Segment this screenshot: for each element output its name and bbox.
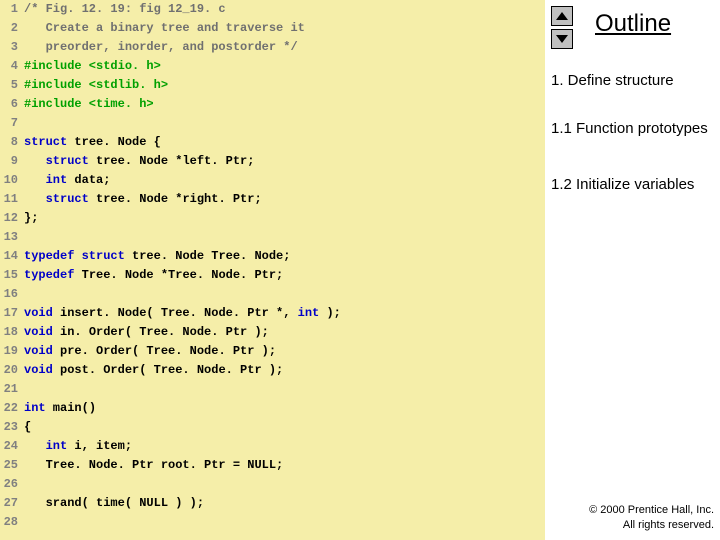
line-number: 13 [0,228,24,247]
copyright-footer: © 2000 Prentice Hall, Inc. All rights re… [589,503,714,532]
code-line: 4#include <stdio. h> [0,57,545,76]
line-number: 11 [0,190,24,209]
line-number: 9 [0,152,24,171]
code-text: srand( time( NULL ) ); [24,494,204,513]
code-text: struct tree. Node { [24,133,161,152]
code-line: 14typedef struct tree. Node Tree. Node; [0,247,545,266]
line-number: 28 [0,513,24,532]
line-number: 8 [0,133,24,152]
outline-item[interactable]: 1.1 Function prototypes [551,120,716,138]
code-text: void in. Order( Tree. Node. Ptr ); [24,323,269,342]
nav-icons [551,6,573,52]
outline-panel: Outline 1. Define structure 1.1 Function … [545,0,720,540]
code-line: 9 struct tree. Node *left. Ptr; [0,152,545,171]
line-number: 22 [0,399,24,418]
footer-line2: All rights reserved. [589,518,714,532]
code-line: 1/* Fig. 12. 19: fig 12_19. c [0,0,545,19]
code-line: 2 Create a binary tree and traverse it [0,19,545,38]
line-number: 6 [0,95,24,114]
chevron-up-icon [555,11,569,21]
code-panel: 1/* Fig. 12. 19: fig 12_19. c2 Create a … [0,0,545,540]
line-number: 14 [0,247,24,266]
code-line: 28 [0,513,545,532]
code-line: 6#include <time. h> [0,95,545,114]
code-text: void pre. Order( Tree. Node. Ptr ); [24,342,276,361]
line-number: 1 [0,0,24,19]
outline-item[interactable]: 1. Define structure [551,72,716,90]
code-text: void insert. Node( Tree. Node. Ptr *, in… [24,304,341,323]
code-line: 10 int data; [0,171,545,190]
line-number: 12 [0,209,24,228]
footer-line1: © 2000 Prentice Hall, Inc. [589,503,714,517]
code-line: 27 srand( time( NULL ) ); [0,494,545,513]
code-line: 7 [0,114,545,133]
line-number: 24 [0,437,24,456]
code-text: void post. Order( Tree. Node. Ptr ); [24,361,283,380]
line-number: 16 [0,285,24,304]
code-text: /* Fig. 12. 19: fig 12_19. c [24,0,226,19]
line-number: 21 [0,380,24,399]
code-text: struct tree. Node *left. Ptr; [24,152,254,171]
code-line: 15typedef Tree. Node *Tree. Node. Ptr; [0,266,545,285]
code-line: 19void pre. Order( Tree. Node. Ptr ); [0,342,545,361]
code-text: { [24,418,31,437]
code-text: Tree. Node. Ptr root. Ptr = NULL; [24,456,283,475]
code-text: #include <stdio. h> [24,57,161,76]
code-text: typedef struct tree. Node Tree. Node; [24,247,290,266]
line-number: 20 [0,361,24,380]
line-number: 4 [0,57,24,76]
code-text: int data; [24,171,110,190]
outline-title: Outline [595,10,671,38]
code-text: typedef Tree. Node *Tree. Node. Ptr; [24,266,283,285]
code-text: int i, item; [24,437,132,456]
line-number: 15 [0,266,24,285]
line-number: 7 [0,114,24,133]
chevron-down-icon [555,34,569,44]
code-line: 20void post. Order( Tree. Node. Ptr ); [0,361,545,380]
code-line: 16 [0,285,545,304]
code-text: #include <stdlib. h> [24,76,168,95]
code-line: 13 [0,228,545,247]
code-line: 24 int i, item; [0,437,545,456]
line-number: 2 [0,19,24,38]
code-line: 8struct tree. Node { [0,133,545,152]
line-number: 3 [0,38,24,57]
line-number: 10 [0,171,24,190]
code-line: 17void insert. Node( Tree. Node. Ptr *, … [0,304,545,323]
code-text: struct tree. Node *right. Ptr; [24,190,262,209]
line-number: 26 [0,475,24,494]
code-line: 25 Tree. Node. Ptr root. Ptr = NULL; [0,456,545,475]
code-text: Create a binary tree and traverse it [24,19,305,38]
code-text: }; [24,209,38,228]
line-number: 19 [0,342,24,361]
line-number: 17 [0,304,24,323]
code-text: preorder, inorder, and postorder */ [24,38,298,57]
code-line: 5#include <stdlib. h> [0,76,545,95]
code-text: int main() [24,399,96,418]
code-line: 26 [0,475,545,494]
code-line: 11 struct tree. Node *right. Ptr; [0,190,545,209]
code-line: 23{ [0,418,545,437]
outline-item[interactable]: 1.2 Initialize variables [551,176,716,194]
line-number: 27 [0,494,24,513]
code-line: 18void in. Order( Tree. Node. Ptr ); [0,323,545,342]
code-line: 3 preorder, inorder, and postorder */ [0,38,545,57]
nav-up-button[interactable] [551,6,573,26]
code-text: #include <time. h> [24,95,154,114]
line-number: 25 [0,456,24,475]
code-line: 22int main() [0,399,545,418]
code-line: 12}; [0,209,545,228]
line-number: 5 [0,76,24,95]
code-line: 21 [0,380,545,399]
line-number: 23 [0,418,24,437]
line-number: 18 [0,323,24,342]
nav-down-button[interactable] [551,29,573,49]
